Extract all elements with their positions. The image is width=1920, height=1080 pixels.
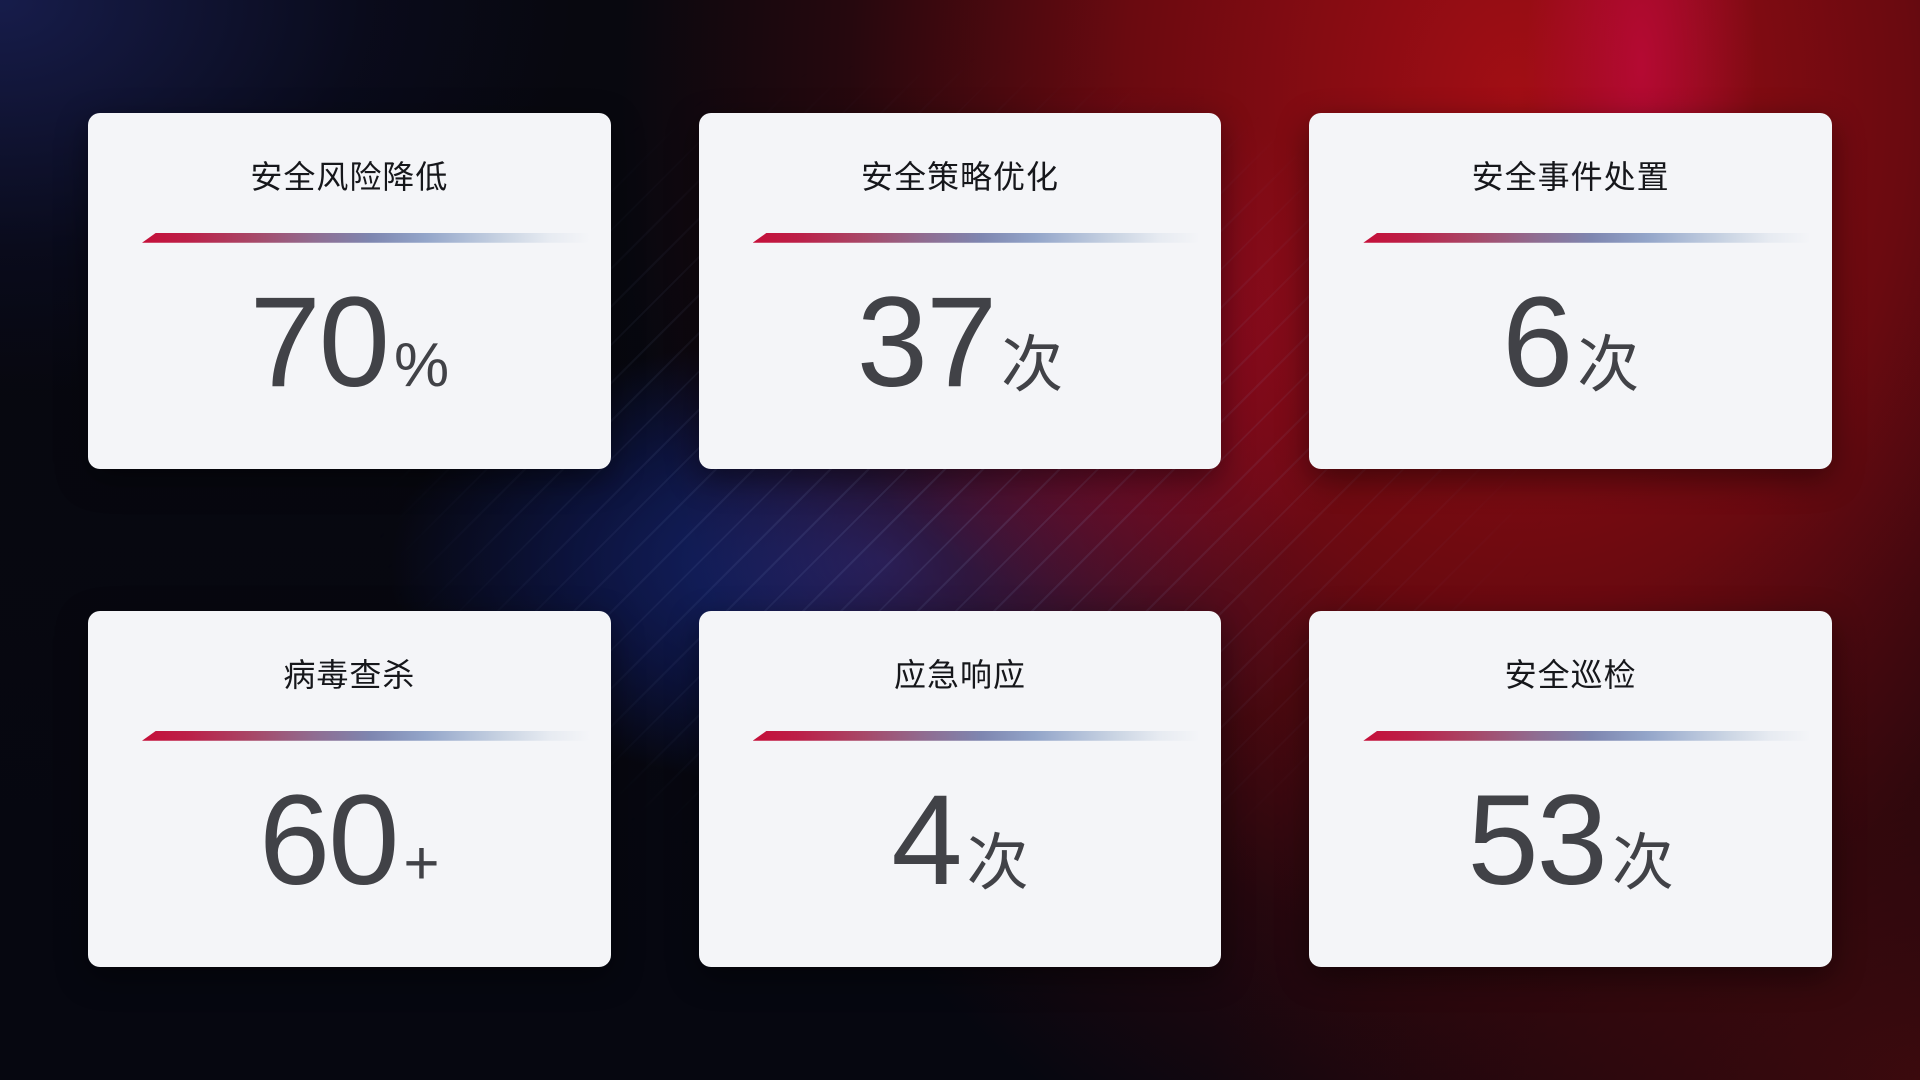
card-unit: + (403, 828, 440, 898)
card-title: 病毒查杀 (283, 657, 416, 693)
card-title: 安全风险降低 (250, 159, 449, 195)
card-title: 应急响应 (893, 657, 1026, 693)
card-unit: 次 (1611, 828, 1674, 898)
card-value-row: 70% (88, 270, 611, 414)
stats-grid: 安全风险降低 70% 安全策略优化 37 次安全事件处置 6 次病毒查杀 60 + 应急响应 4 次安… (88, 113, 1832, 967)
card-value-row: 37 次 (699, 270, 1222, 414)
stat-card-5: 应急响应 4 次 (698, 611, 1222, 967)
card-value: 37 (856, 270, 997, 414)
card-divider-gradient (752, 232, 1210, 243)
card-divider-gradient (142, 232, 599, 243)
stat-card-4: 病毒查杀 60 + (88, 611, 611, 967)
stat-card-2: 安全策略优化 37 次 (698, 113, 1222, 469)
stat-card-6: 安全巡检 53 次 (1309, 611, 1832, 967)
card-divider-gradient (1363, 232, 1820, 243)
card-title: 安全策略优化 (860, 159, 1059, 195)
card-divider-gradient (752, 730, 1210, 741)
card-unit: 次 (1577, 330, 1640, 400)
card-title: 安全事件处置 (1471, 159, 1670, 195)
card-title: 安全巡检 (1504, 657, 1637, 693)
card-unit: 次 (966, 828, 1029, 898)
stat-card-1: 安全风险降低 70% (88, 113, 611, 469)
card-unit: 次 (1001, 330, 1064, 400)
card-value: 60 (259, 768, 399, 912)
card-value-row: 53 次 (1309, 768, 1832, 912)
card-value-row: 60 + (88, 768, 611, 912)
card-divider-gradient (1363, 730, 1820, 741)
card-value: 70 (249, 270, 390, 414)
card-unit: % (393, 330, 450, 400)
card-value: 4 (891, 768, 962, 912)
card-value: 53 (1467, 768, 1607, 912)
card-value: 6 (1502, 270, 1573, 414)
card-divider-gradient (142, 730, 599, 741)
stat-card-3: 安全事件处置 6 次 (1309, 113, 1832, 469)
